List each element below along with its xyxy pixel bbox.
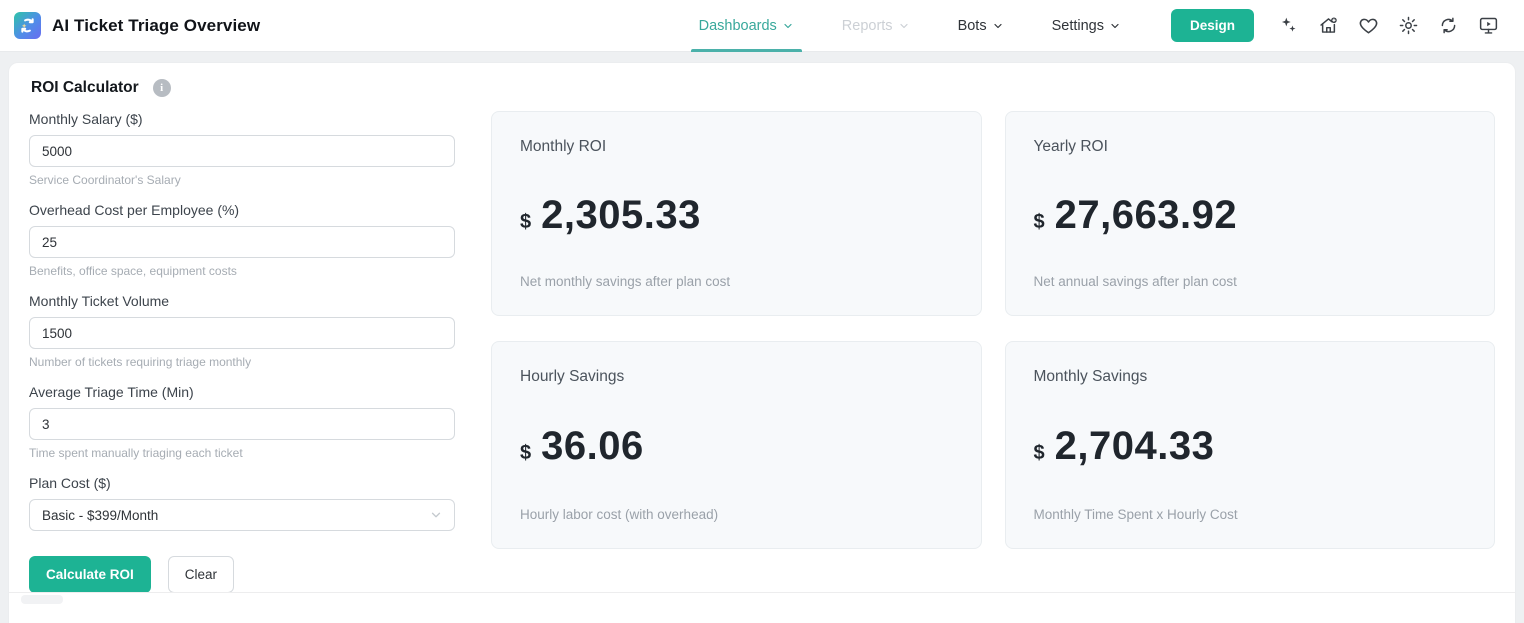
card-title: Monthly ROI	[520, 138, 607, 155]
nav-label: Dashboards	[698, 17, 777, 34]
card-description: Net monthly savings after plan cost	[520, 274, 731, 289]
roi-calculator-panel: ROI Calculator i Monthly Salary ($) Serv…	[8, 62, 1516, 623]
card-monthly-savings: Monthly Savings $ 2,704.33 Monthly Time …	[1004, 341, 1495, 549]
triage-time-input[interactable]	[29, 408, 455, 440]
plan-cost-select[interactable]: Basic - $399/Month	[29, 499, 455, 531]
chevron-down-icon	[993, 23, 1002, 28]
sparkles-icon[interactable]	[1268, 6, 1308, 46]
metric-cards: Monthly ROI $ 2,305.33 Net monthly savin…	[491, 109, 1495, 549]
field-ticket-volume: Monthly Ticket Volume Number of tickets …	[29, 293, 455, 369]
section-title: ROI Calculator	[31, 79, 139, 96]
design-button[interactable]: Design	[1170, 9, 1254, 42]
card-value: $ 36.06	[520, 424, 953, 469]
next-section-peek	[21, 595, 63, 604]
card-description: Monthly Time Spent x Hourly Cost	[1033, 507, 1238, 522]
top-bar: AI Ticket Triage Overview Dashboards Rep…	[0, 0, 1524, 52]
nav-label: Settings	[1051, 17, 1104, 34]
currency-symbol: $	[520, 442, 532, 464]
overhead-cost-input[interactable]	[29, 226, 455, 258]
card-amount: 2,704.33	[1054, 424, 1215, 468]
card-value: $ 2,305.33	[520, 193, 953, 238]
nav-item-dashboards[interactable]: Dashboards	[675, 0, 818, 52]
chevron-down-icon	[1111, 23, 1119, 28]
card-hourly-savings: Hourly Savings $ 36.06 Hourly labor cost…	[491, 341, 982, 549]
card-monthly-roi: Monthly ROI $ 2,305.33 Net monthly savin…	[491, 111, 982, 316]
field-triage-time: Average Triage Time (Min) Time spent man…	[29, 384, 455, 460]
app-logo-icon	[14, 12, 41, 39]
field-helper: Time spent manually triaging each ticket	[29, 446, 243, 460]
field-label: Plan Cost ($)	[29, 475, 111, 491]
plan-cost-selected-value: Basic - $399/Month	[42, 507, 159, 523]
card-amount: 2,305.33	[541, 192, 701, 237]
card-amount: 27,663.92	[1054, 192, 1238, 237]
card-title: Hourly Savings	[520, 368, 625, 385]
card-amount: 36.06	[541, 424, 644, 468]
nav-item-bots[interactable]: Bots	[934, 0, 1028, 52]
field-helper: Number of tickets requiring triage month…	[29, 355, 252, 369]
card-description: Hourly labor cost (with overhead)	[520, 507, 719, 522]
field-overhead-cost: Overhead Cost per Employee (%) Benefits,…	[29, 202, 455, 278]
page-title: AI Ticket Triage Overview	[52, 15, 261, 35]
gear-icon[interactable]	[1388, 6, 1428, 46]
present-display-icon[interactable]	[1468, 6, 1508, 46]
calculate-roi-button[interactable]: Calculate ROI	[29, 556, 151, 593]
currency-symbol: $	[520, 210, 532, 233]
card-yearly-roi: Yearly ROI $ 27,663.92 Net annual saving…	[1004, 111, 1495, 316]
field-plan-cost: Plan Cost ($) Basic - $399/Month	[29, 475, 455, 531]
nav-item-settings[interactable]: Settings	[1028, 0, 1145, 52]
main-nav: Dashboards Reports Bots Settings	[675, 0, 1145, 52]
section-header: ROI Calculator i	[29, 63, 1495, 109]
field-monthly-salary: Monthly Salary ($) Service Coordinator's…	[29, 111, 455, 187]
nav-item-reports[interactable]: Reports	[818, 0, 934, 52]
nav-label: Bots	[957, 17, 987, 34]
info-icon[interactable]: i	[152, 79, 171, 97]
card-title: Monthly Savings	[1033, 368, 1148, 385]
card-title: Yearly ROI	[1033, 138, 1108, 155]
monthly-salary-input[interactable]	[29, 135, 455, 167]
field-label: Monthly Salary ($)	[29, 111, 143, 127]
currency-symbol: $	[1033, 210, 1045, 233]
section-divider	[9, 592, 1515, 604]
currency-symbol: $	[1033, 442, 1045, 464]
card-value: $ 2,704.33	[1034, 424, 1467, 469]
ticket-volume-input[interactable]	[29, 317, 455, 349]
field-label: Overhead Cost per Employee (%)	[29, 202, 240, 218]
field-label: Monthly Ticket Volume	[29, 293, 170, 309]
card-description: Net annual savings after plan cost	[1033, 274, 1237, 289]
clear-button[interactable]: Clear	[167, 556, 235, 593]
chevron-down-icon	[431, 512, 441, 518]
field-helper: Service Coordinator's Salary	[29, 173, 181, 187]
heart-icon[interactable]	[1348, 6, 1388, 46]
refresh-icon[interactable]	[1428, 6, 1468, 46]
field-helper: Benefits, office space, equipment costs	[29, 264, 237, 278]
field-label: Average Triage Time (Min)	[29, 384, 194, 400]
roi-form: Monthly Salary ($) Service Coordinator's…	[29, 109, 455, 593]
chevron-down-icon	[899, 23, 908, 28]
nav-label: Reports	[841, 17, 893, 34]
card-value: $ 27,663.92	[1034, 193, 1467, 238]
chevron-down-icon	[784, 23, 792, 28]
home-add-icon[interactable]	[1308, 6, 1348, 46]
